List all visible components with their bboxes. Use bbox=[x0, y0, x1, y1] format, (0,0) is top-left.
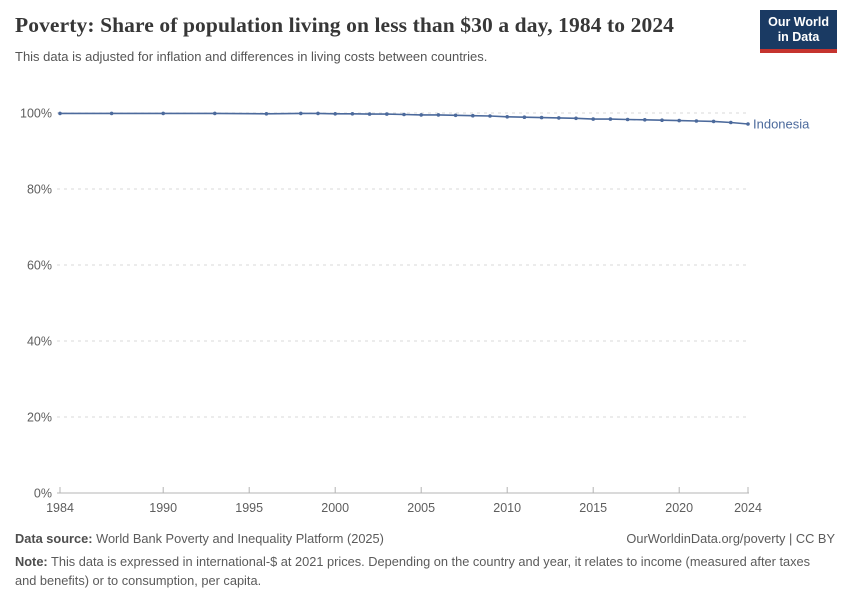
series-label[interactable]: Indonesia bbox=[753, 117, 810, 132]
y-tick-label: 60% bbox=[27, 259, 52, 273]
data-point[interactable] bbox=[729, 120, 733, 125]
owid-logo-line1: Our World bbox=[768, 15, 829, 29]
data-point[interactable] bbox=[608, 117, 613, 121]
data-point[interactable] bbox=[660, 118, 664, 122]
data-point[interactable] bbox=[471, 113, 475, 118]
data-source-label: Data source: bbox=[15, 531, 93, 546]
x-tick-label: 1990 bbox=[149, 501, 177, 515]
data-point[interactable] bbox=[694, 119, 699, 123]
x-tick-label: 2010 bbox=[493, 501, 521, 515]
x-tick-label: 1995 bbox=[235, 501, 263, 515]
data-point[interactable] bbox=[264, 112, 269, 116]
data-point[interactable] bbox=[746, 122, 750, 126]
data-point[interactable] bbox=[333, 112, 338, 116]
x-tick-label: 2005 bbox=[407, 501, 435, 515]
chart-header: Poverty: Share of population living on l… bbox=[15, 12, 715, 64]
y-tick-label: 20% bbox=[27, 411, 52, 425]
data-point[interactable] bbox=[453, 113, 458, 118]
chart-footer: Data source: World Bank Poverty and Ineq… bbox=[15, 531, 835, 546]
data-point[interactable] bbox=[161, 111, 165, 116]
x-tick-label: 2024 bbox=[734, 501, 762, 515]
x-tick-label: 2015 bbox=[579, 501, 607, 515]
chart-note: Note: This data is expressed in internat… bbox=[15, 553, 833, 590]
data-point[interactable] bbox=[436, 113, 441, 117]
data-point[interactable] bbox=[539, 115, 544, 120]
note-text: This data is expressed in international-… bbox=[15, 554, 811, 588]
y-tick-label: 100% bbox=[20, 107, 52, 121]
data-point[interactable] bbox=[505, 115, 510, 119]
y-tick-label: 40% bbox=[27, 335, 52, 349]
data-point[interactable] bbox=[711, 119, 716, 124]
data-point[interactable] bbox=[350, 112, 355, 116]
data-point[interactable] bbox=[643, 118, 647, 122]
data-point[interactable] bbox=[557, 116, 561, 120]
credit-link[interactable]: OurWorldinData.org/poverty | CC BY bbox=[626, 531, 835, 546]
x-tick-label: 2020 bbox=[665, 501, 693, 515]
data-point[interactable] bbox=[591, 117, 595, 121]
data-point[interactable] bbox=[299, 111, 303, 116]
y-tick-label: 80% bbox=[27, 183, 52, 197]
chart-subtitle: This data is adjusted for inflation and … bbox=[15, 48, 488, 64]
data-point[interactable] bbox=[109, 111, 114, 116]
data-point[interactable] bbox=[316, 111, 320, 116]
page-title: Poverty: Share of population living on l… bbox=[15, 13, 675, 37]
data-point[interactable] bbox=[625, 117, 630, 122]
data-point[interactable] bbox=[402, 112, 406, 117]
data-point[interactable] bbox=[522, 115, 527, 119]
data-point[interactable] bbox=[488, 114, 492, 118]
owid-logo-line2: in Data bbox=[777, 30, 820, 44]
data-point[interactable] bbox=[367, 112, 372, 116]
x-tick-label: 2000 bbox=[321, 501, 349, 515]
data-source: Data source: World Bank Poverty and Ineq… bbox=[15, 531, 384, 546]
data-point[interactable] bbox=[574, 116, 578, 121]
note-label: Note: bbox=[15, 554, 48, 569]
data-point[interactable] bbox=[677, 118, 681, 123]
owid-logo[interactable]: Our World in Data bbox=[760, 10, 837, 53]
x-tick-label: 1984 bbox=[46, 501, 74, 515]
line-chart[interactable]: 0% 20% 40% 60% 80% 100% 1984 1990 1995 2000 2005 20… bbox=[0, 94, 850, 524]
y-tick-label: 0% bbox=[34, 487, 52, 501]
series-line-indonesia[interactable] bbox=[60, 112, 749, 125]
data-point[interactable] bbox=[385, 112, 389, 116]
data-point[interactable] bbox=[213, 111, 217, 116]
data-point[interactable] bbox=[58, 111, 62, 116]
data-point[interactable] bbox=[419, 113, 424, 117]
data-source-text: World Bank Poverty and Inequality Platfo… bbox=[96, 531, 384, 546]
